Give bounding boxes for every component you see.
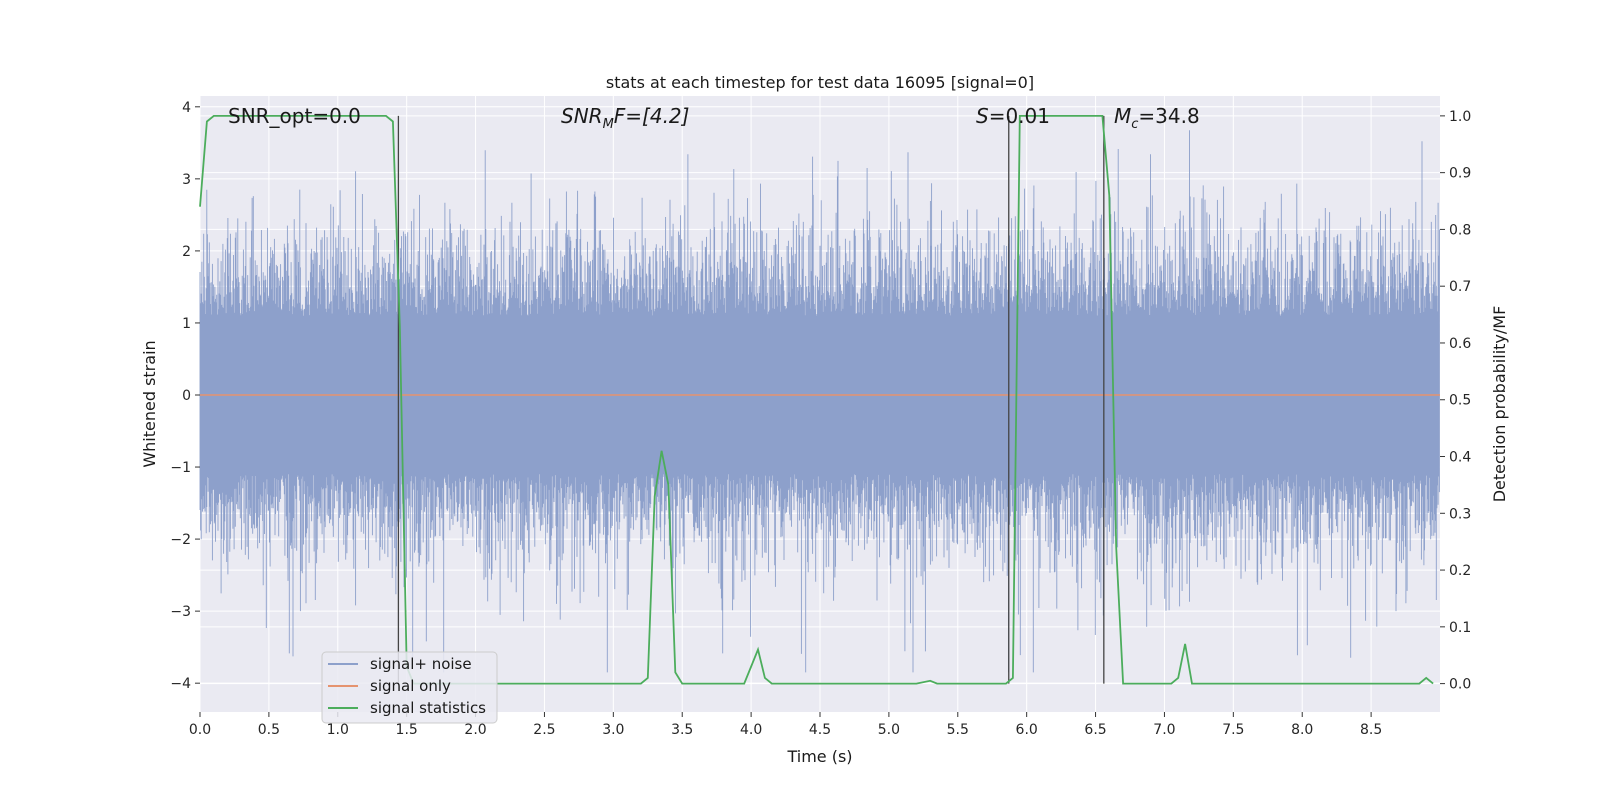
x-tick-label: 6.5	[1084, 722, 1106, 738]
x-axis: 0.0 0.5 1.0 1.5 2.0 2.5 3.0 3.5 4.0 4.5 5.0 5.5 6.0 6…	[189, 712, 1382, 738]
y-axis-right: 1.0 0.9 0.8 0.7 0.6 0.5 0.4 0.3 0.2 0.1 0.0	[1440, 109, 1471, 693]
y2-axis-title: Detection probability/MF	[1490, 306, 1509, 503]
x-tick-label: 5.5	[947, 722, 969, 738]
x-tick-label: 8.5	[1360, 722, 1382, 738]
x-tick-label: 5.0	[878, 722, 900, 738]
y2-tick-label: 0.6	[1449, 336, 1471, 352]
annotation-snr-opt: SNR_opt=0.0	[228, 104, 361, 128]
x-tick-label: 4.0	[740, 722, 762, 738]
x-tick-label: 3.0	[602, 722, 624, 738]
y-tick-label: 4	[182, 100, 191, 116]
x-tick-label: 2.5	[533, 722, 555, 738]
y2-tick-label: 0.4	[1449, 450, 1471, 466]
y2-tick-label: 0.3	[1449, 506, 1471, 522]
y2-tick-label: 0.8	[1449, 222, 1471, 238]
x-tick-label: 0.0	[189, 722, 211, 738]
y-tick-label: 1	[182, 316, 191, 332]
y2-tick-label: 0.7	[1449, 279, 1471, 295]
legend: signal+ noise signal only signal statist…	[321, 651, 498, 724]
y-tick-label: −2	[170, 532, 191, 548]
noise-trace	[199, 130, 1440, 673]
y-axis-left: 4 3 2 1 0 −1 −2 −3 −4	[170, 100, 200, 692]
y2-tick-label: 0.0	[1449, 677, 1471, 693]
series-signal-plus-noise	[199, 130, 1440, 673]
x-axis-title: Time (s)	[786, 747, 852, 766]
y2-tick-label: 0.5	[1449, 393, 1471, 409]
y-tick-label: 0	[182, 388, 191, 404]
y2-tick-label: 0.1	[1449, 620, 1471, 636]
y-tick-label: 2	[182, 244, 191, 260]
x-tick-label: 6.0	[1016, 722, 1038, 738]
y-tick-label: −4	[170, 676, 191, 692]
annotation-s-stat: S=0.01	[976, 104, 1050, 128]
vertical-markers	[397, 115, 1105, 684]
x-tick-label: 1.5	[396, 722, 418, 738]
annotation-chirp-mass: Mc=34.8	[1114, 104, 1200, 132]
y-tick-label: 3	[182, 172, 191, 188]
x-tick-label: 8.0	[1291, 722, 1313, 738]
annotation-snr-mf: SNRMF=[4.2]	[561, 104, 689, 132]
y2-tick-label: 1.0	[1449, 109, 1471, 125]
x-tick-label: 0.5	[258, 722, 280, 738]
x-tick-label: 3.5	[671, 722, 693, 738]
y-tick-label: −3	[170, 604, 191, 620]
x-tick-label: 2.0	[464, 722, 486, 738]
chart-title: stats at each timestep for test data 160…	[606, 73, 1034, 92]
x-tick-label: 7.0	[1153, 722, 1175, 738]
y-tick-label: −1	[170, 460, 191, 476]
x-tick-label: 4.5	[809, 722, 831, 738]
legend-label-stats: signal statistics	[370, 699, 486, 717]
y2-tick-label: 0.9	[1449, 166, 1471, 182]
x-tick-label: 1.0	[327, 722, 349, 738]
y2-tick-label: 0.2	[1449, 563, 1471, 579]
legend-label-signal: signal only	[370, 677, 451, 695]
legend-label-noise: signal+ noise	[370, 655, 472, 673]
legend-box	[321, 651, 498, 724]
y-axis-title: Whitened strain	[140, 340, 159, 467]
x-tick-label: 7.5	[1222, 722, 1244, 738]
